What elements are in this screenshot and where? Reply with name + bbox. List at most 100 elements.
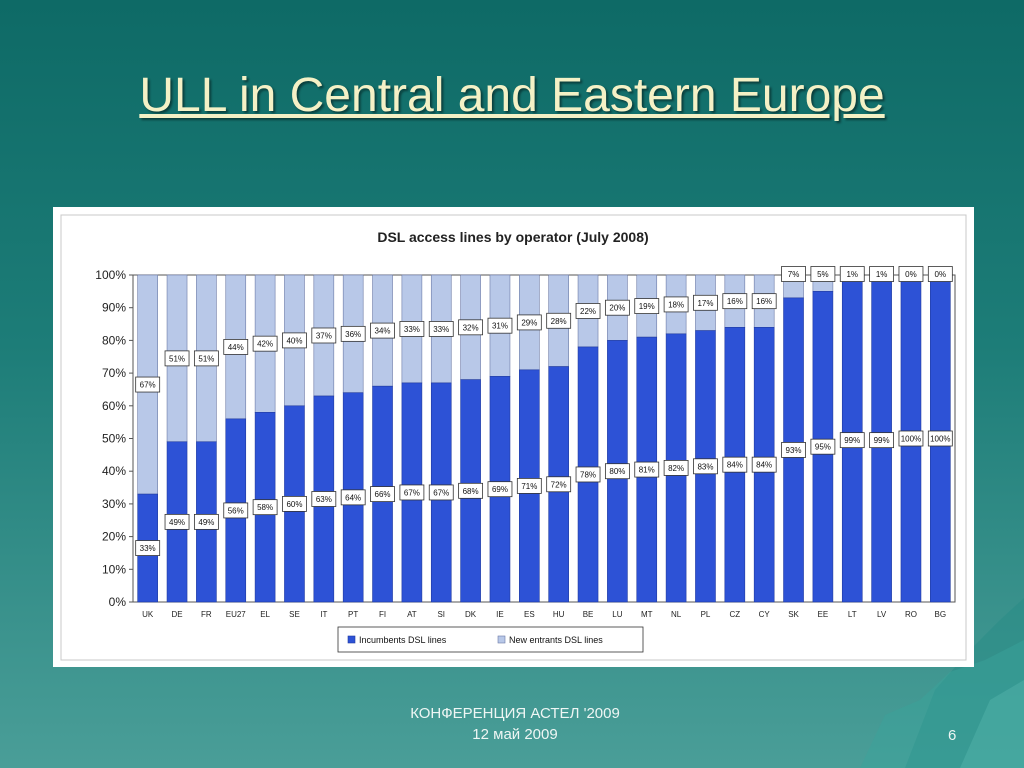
x-tick-label: DE	[171, 610, 182, 619]
y-tick-label: 100%	[95, 268, 126, 282]
data-label-box	[898, 266, 924, 282]
data-label-box	[810, 266, 836, 282]
data-label-incumbent: 84%	[756, 461, 772, 470]
data-label-new-entrants: 44%	[228, 343, 244, 352]
data-label-box	[370, 486, 395, 502]
data-label-box	[751, 456, 777, 473]
data-label-box	[927, 266, 953, 282]
y-tick-label: 70%	[102, 366, 126, 380]
x-tick-label: SK	[788, 610, 799, 619]
data-label-new-entrants: 17%	[697, 299, 713, 308]
data-label-incumbent: 71%	[521, 482, 537, 491]
data-label-box	[252, 499, 278, 516]
data-label-new-entrants: 5%	[817, 270, 829, 279]
data-label-new-entrants: 20%	[609, 304, 625, 313]
x-tick-label: IE	[496, 610, 504, 619]
x-tick-label: EE	[818, 610, 829, 619]
x-tick-label: FI	[379, 610, 386, 619]
x-tick-label: UK	[142, 610, 154, 619]
data-label-new-entrants: 1%	[846, 270, 858, 279]
data-label-box	[399, 484, 425, 501]
data-label-new-entrants: 33%	[404, 325, 420, 334]
data-label-incumbent: 33%	[140, 544, 156, 553]
data-label-box	[135, 376, 161, 393]
x-tick-label: ES	[524, 610, 535, 619]
y-tick-label: 60%	[102, 399, 126, 413]
data-label-new-entrants: 7%	[788, 270, 800, 279]
x-tick-label: FR	[201, 610, 212, 619]
data-label-new-entrants: 29%	[521, 318, 537, 327]
data-label-box	[927, 430, 953, 447]
x-tick-label: LT	[848, 610, 857, 619]
data-label-box	[575, 466, 601, 483]
data-label-incumbent: 58%	[257, 503, 273, 512]
data-label-box	[693, 458, 718, 475]
data-label-incumbent: 81%	[639, 466, 655, 475]
data-label-incumbent: 83%	[697, 462, 713, 471]
data-label-incumbent: 69%	[492, 485, 508, 494]
x-tick-label: HU	[553, 610, 565, 619]
data-label-box	[252, 335, 278, 352]
data-label-box	[663, 460, 689, 476]
data-label-box	[458, 482, 484, 499]
data-label-new-entrants: 42%	[257, 340, 273, 349]
data-label-box	[663, 296, 689, 313]
x-tick-label: SI	[437, 610, 445, 619]
x-tick-label: AT	[407, 610, 417, 619]
data-label-box	[164, 350, 190, 367]
data-label-box	[751, 293, 777, 310]
x-tick-label: IT	[320, 610, 327, 619]
data-label-box	[164, 513, 190, 530]
data-label-new-entrants: 33%	[433, 325, 449, 334]
x-tick-label: RO	[905, 610, 917, 619]
data-label-new-entrants: 18%	[668, 300, 684, 309]
data-label-box	[898, 430, 924, 447]
data-label-box	[722, 293, 748, 310]
data-label-box	[340, 325, 366, 342]
data-label-box	[487, 481, 513, 498]
data-label-new-entrants: 0%	[905, 270, 917, 279]
data-label-new-entrants: 32%	[463, 323, 479, 332]
x-tick-label: LU	[612, 610, 622, 619]
data-label-incumbent: 66%	[375, 490, 391, 499]
data-label-box	[399, 321, 425, 337]
data-label-box	[193, 513, 219, 530]
chart-frame	[60, 214, 967, 661]
x-tick-label: BG	[935, 610, 947, 619]
data-label-incumbent: 80%	[609, 467, 625, 476]
dsl-access-lines-chart: DSL access lines by operator (July 2008)…	[60, 214, 967, 661]
data-label-new-entrants: 51%	[169, 354, 185, 363]
data-label-box	[428, 484, 454, 501]
data-label-new-entrants: 1%	[876, 270, 888, 279]
data-label-box	[604, 463, 630, 480]
data-label-incumbent: 78%	[580, 470, 596, 479]
x-tick-label: PT	[348, 610, 358, 619]
data-label-new-entrants: 28%	[551, 317, 567, 326]
data-label-box	[839, 432, 865, 449]
y-tick-label: 0%	[109, 595, 127, 609]
data-label-box	[458, 319, 484, 336]
page-number: 6	[948, 727, 957, 744]
x-tick-label: NL	[671, 610, 682, 619]
y-tick-label: 10%	[102, 562, 126, 576]
data-label-box	[546, 476, 572, 493]
chart-panel: DSL access lines by operator (July 2008)…	[53, 207, 974, 667]
data-label-new-entrants: 34%	[375, 327, 391, 336]
data-label-incumbent: 68%	[463, 487, 479, 496]
y-tick-label: 50%	[102, 432, 126, 446]
data-label-incumbent: 67%	[433, 488, 449, 497]
data-label-box	[781, 266, 806, 282]
data-label-new-entrants: 67%	[140, 381, 156, 390]
y-tick-label: 40%	[102, 464, 126, 478]
legend-swatch-incumbents	[347, 635, 356, 644]
data-label-box	[428, 321, 454, 337]
legend	[337, 626, 644, 653]
data-label-incumbent: 99%	[874, 436, 890, 445]
data-label-box	[135, 540, 161, 556]
data-label-incumbent: 100%	[930, 435, 950, 444]
y-tick-label: 90%	[102, 301, 126, 315]
footer-conference: КОНФЕРЕНЦИЯ АСТЕЛ '2009	[410, 705, 620, 722]
data-label-incumbent: 63%	[316, 495, 332, 504]
data-label-box	[370, 322, 395, 339]
data-label-box	[516, 314, 542, 331]
